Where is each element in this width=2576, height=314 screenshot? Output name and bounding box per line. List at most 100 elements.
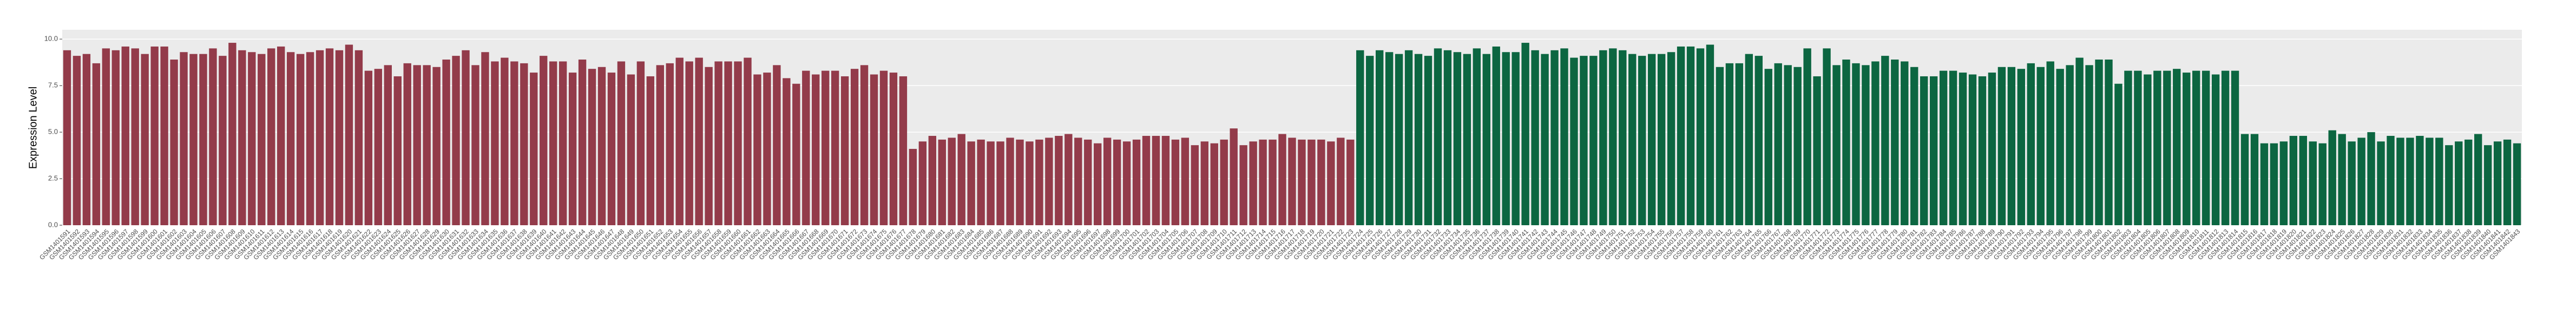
bar [996, 141, 1004, 225]
bar [1706, 44, 1714, 225]
bar [2036, 67, 2045, 225]
bar [325, 48, 334, 225]
bar [1463, 54, 1471, 225]
bar [948, 138, 956, 225]
bar [2465, 139, 2473, 225]
bar [1939, 70, 1948, 225]
bar [899, 76, 908, 225]
bar [2027, 63, 2035, 225]
bar [1026, 141, 1034, 225]
bar [2503, 139, 2512, 225]
bar [2299, 135, 2307, 225]
bar [783, 78, 791, 225]
bar [636, 61, 645, 225]
bar [2192, 70, 2200, 225]
bar [1094, 143, 1102, 225]
bar [549, 61, 557, 225]
bar [831, 70, 839, 225]
bar [384, 65, 392, 226]
bar [471, 65, 479, 226]
bar [1852, 63, 1860, 225]
bar [850, 69, 859, 225]
bar [219, 56, 227, 225]
bar [1132, 139, 1141, 225]
bar [258, 54, 266, 225]
bar [879, 70, 888, 225]
bar [73, 56, 81, 225]
bar [2046, 61, 2054, 225]
bar [2445, 145, 2453, 225]
bar [423, 65, 431, 226]
bar [1667, 52, 1675, 225]
bar [2426, 138, 2434, 225]
bar [2240, 134, 2249, 225]
bar [2066, 65, 2074, 226]
bar [1541, 54, 1549, 225]
bar [180, 52, 188, 225]
bar [2173, 69, 2181, 225]
bar [987, 141, 995, 225]
bar [2318, 143, 2327, 225]
bar [744, 57, 752, 226]
bar [1881, 56, 1889, 225]
y-axis-title: Expression Level [27, 87, 39, 169]
bar [1230, 128, 1238, 225]
y-tick-label: 0.0 [48, 220, 58, 228]
bar [481, 52, 489, 225]
bar [1657, 54, 1666, 225]
bar [870, 74, 878, 225]
bar [1269, 139, 1277, 225]
bar [2124, 70, 2132, 225]
bar [2483, 145, 2492, 225]
bar [1443, 50, 1452, 226]
bar [1978, 76, 1987, 225]
y-tick-label: 10.0 [44, 35, 58, 43]
bar [452, 56, 460, 225]
bar [2163, 70, 2171, 225]
bar [199, 54, 207, 225]
bar [364, 70, 373, 225]
bar [1473, 48, 1481, 225]
bar [2513, 143, 2521, 225]
bar [1696, 48, 1705, 225]
bar [773, 65, 781, 226]
bar [1298, 139, 1306, 225]
bar [131, 48, 139, 225]
bar [1862, 65, 1870, 226]
bar [1968, 74, 1977, 225]
bar [1686, 46, 1695, 225]
bar [1434, 48, 1442, 225]
bar [1249, 141, 1257, 225]
bar [2095, 60, 2103, 225]
bar [2367, 132, 2375, 225]
bar [1385, 52, 1394, 225]
bar [1103, 138, 1112, 225]
bar [1084, 139, 1092, 225]
bar [705, 67, 713, 225]
bar [1929, 76, 1938, 225]
bar [267, 48, 275, 225]
bar [2250, 134, 2259, 225]
bar [1531, 50, 1539, 226]
bar [1803, 48, 1811, 225]
bar [2387, 135, 2395, 225]
bar [588, 69, 596, 225]
bar [92, 63, 101, 225]
bar [967, 141, 975, 225]
bar [1832, 65, 1841, 226]
bar [462, 50, 470, 226]
bar [1307, 139, 1316, 225]
bar [1502, 52, 1510, 225]
bar [2114, 83, 2122, 225]
bar [306, 52, 314, 225]
bar [1920, 76, 1928, 225]
bar [1055, 135, 1063, 225]
bar [2202, 70, 2210, 225]
bar [1813, 76, 1821, 225]
bar [335, 50, 344, 226]
bar [597, 67, 606, 225]
bar [860, 65, 869, 226]
bar [160, 46, 168, 225]
bar [1647, 54, 1656, 225]
